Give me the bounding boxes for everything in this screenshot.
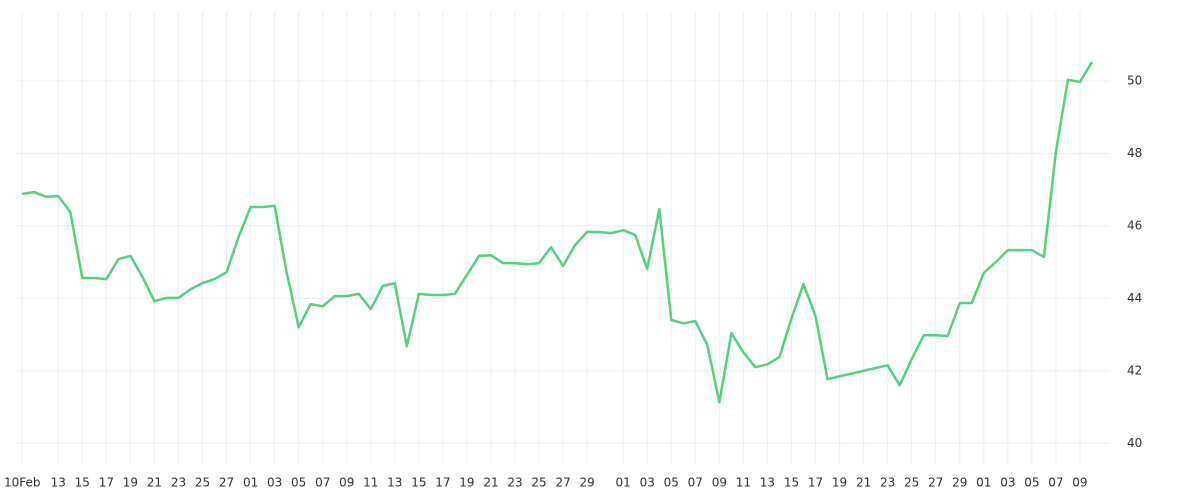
x-tick-label: 15 bbox=[784, 476, 799, 490]
x-tick-label: 17 bbox=[435, 476, 450, 490]
x-tick-label: 05 bbox=[1024, 476, 1039, 490]
y-tick-label: 40 bbox=[1127, 436, 1142, 450]
x-tick-label: 23 bbox=[507, 476, 522, 490]
y-tick-label: 46 bbox=[1127, 218, 1142, 232]
x-tick-label: 27 bbox=[219, 476, 234, 490]
y-tick-label: 50 bbox=[1127, 73, 1142, 87]
x-tick-label: 23 bbox=[880, 476, 895, 490]
x-tick-label: 01 bbox=[616, 476, 631, 490]
x-tick-label: 11 bbox=[736, 476, 751, 490]
x-tick-label: 19 bbox=[832, 476, 847, 490]
x-tick-label: 03 bbox=[1000, 476, 1015, 490]
x-tick-label: 17 bbox=[99, 476, 114, 490]
x-tick-label: 25 bbox=[904, 476, 919, 490]
x-tick-label: 19 bbox=[459, 476, 474, 490]
x-tick-label: 15 bbox=[75, 476, 90, 490]
x-tick-label: 13 bbox=[760, 476, 775, 490]
x-tick-label: 27 bbox=[555, 476, 570, 490]
x-tick-label: 09 bbox=[712, 476, 727, 490]
x-tick-label: 13 bbox=[387, 476, 402, 490]
x-tick-label: 09 bbox=[339, 476, 354, 490]
x-tick-label: 25 bbox=[531, 476, 546, 490]
x-tick-label: 29 bbox=[579, 476, 594, 490]
x-tick-label: 21 bbox=[483, 476, 498, 490]
x-tick-label: 21 bbox=[147, 476, 162, 490]
x-tick-label: 03 bbox=[640, 476, 655, 490]
x-tick-label: 09 bbox=[1072, 476, 1087, 490]
x-tick-label: 21 bbox=[856, 476, 871, 490]
x-tick-label: 07 bbox=[688, 476, 703, 490]
x-tick-label: 10Feb bbox=[4, 476, 41, 490]
x-tick-label: 17 bbox=[808, 476, 823, 490]
x-tick-label: 25 bbox=[195, 476, 210, 490]
y-tick-label: 42 bbox=[1127, 363, 1142, 377]
x-tick-label: 03 bbox=[267, 476, 282, 490]
x-tick-label: 01 bbox=[243, 476, 258, 490]
x-tick-label: 11 bbox=[363, 476, 378, 490]
y-tick-label: 48 bbox=[1127, 146, 1142, 160]
x-tick-label: 19 bbox=[123, 476, 138, 490]
x-tick-label: 27 bbox=[928, 476, 943, 490]
x-tick-label: 05 bbox=[291, 476, 306, 490]
x-tick-label: 07 bbox=[315, 476, 330, 490]
x-tick-label: 15 bbox=[411, 476, 426, 490]
x-tick-label: 05 bbox=[664, 476, 679, 490]
x-tick-label: 07 bbox=[1048, 476, 1063, 490]
x-tick-label: 23 bbox=[171, 476, 186, 490]
x-tick-label: 29 bbox=[952, 476, 967, 490]
y-tick-label: 44 bbox=[1127, 291, 1142, 305]
data-line bbox=[22, 61, 1094, 404]
x-tick-label: 01 bbox=[976, 476, 991, 490]
x-tick-label: 13 bbox=[51, 476, 66, 490]
